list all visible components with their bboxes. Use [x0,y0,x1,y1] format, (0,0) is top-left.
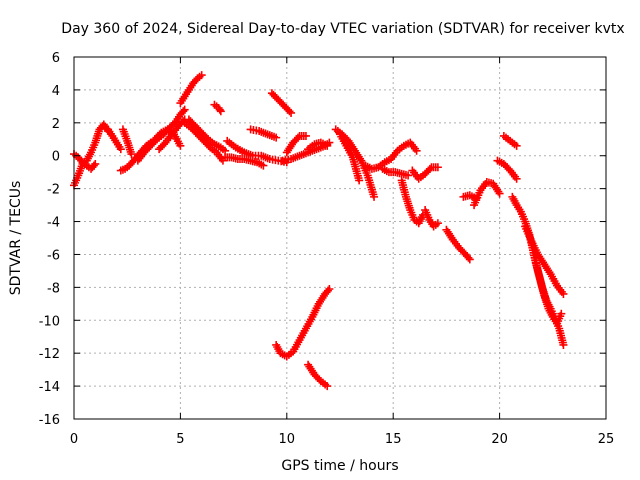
data-points [70,71,568,391]
x-tick-label: 25 [598,432,615,447]
data-marker [557,309,566,318]
series-arc-29 [442,225,474,264]
data-marker [404,171,413,180]
data-marker [433,163,442,172]
series-arc-14 [223,136,291,167]
series-arc-26 [397,176,427,228]
y-tick-label: -16 [39,413,60,428]
series-arc-23 [336,130,364,185]
series-arc-24 [361,138,421,173]
series-arc-21 [304,360,332,391]
series-arc-28 [421,206,442,231]
y-tick-label: -14 [39,380,60,395]
axis-ticks [73,56,607,420]
data-marker [512,141,521,150]
series-arc-5 [118,125,136,159]
series-arc-3 [104,125,125,154]
y-tick-label: 2 [52,117,60,132]
data-marker [370,192,379,201]
data-marker [176,141,185,150]
series-arc-12 [210,100,225,116]
y-tick-label: 6 [52,51,60,66]
series-arc-20 [272,285,334,361]
y-tick-label: -8 [47,281,60,296]
series-arc-32 [493,156,521,183]
data-marker [412,146,421,155]
y-tick-label: -4 [47,216,60,231]
series-arc-25 [378,164,413,180]
data-marker [127,150,136,159]
series-arc-19 [304,138,332,154]
data-marker [89,161,98,170]
data-marker [495,189,504,198]
data-marker [559,340,568,349]
series-arc-10 [180,118,227,165]
x-tick-label: 5 [176,432,184,447]
data-marker [216,107,225,116]
y-tick-label: -6 [47,248,60,263]
y-tick-label: -2 [47,183,60,198]
y-tick-label: 4 [52,84,60,99]
data-marker [179,107,188,116]
data-marker [559,289,568,298]
plot-frame [73,56,607,420]
series-arc-9 [176,71,206,108]
x-axis-title: GPS time / hours [281,458,398,474]
series-arc-33 [499,131,521,150]
x-tick-label: 15 [385,432,402,447]
series-arc-36 [527,238,566,328]
series-arc-7 [144,125,185,150]
data-marker [215,105,224,114]
x-tick-labels: 0 5 10 15 20 25 [70,432,614,447]
data-marker [116,145,125,154]
y-tick-labels: 6 4 2 0 -2 -4 -6 -8 -10 -12 -14 -16 [39,51,60,428]
data-marker [323,382,332,391]
data-marker [465,255,474,264]
data-marker [293,133,302,142]
x-tick-label: 0 [70,432,78,447]
data-marker [355,176,364,185]
data-marker [433,219,442,228]
x-tick-label: 10 [279,432,296,447]
y-tick-label: 0 [52,150,60,165]
data-marker [272,133,281,142]
series-arc-31 [470,178,504,210]
data-marker [425,164,434,173]
data-marker [91,159,100,168]
data-marker [197,71,206,80]
y-axis-title: SDTVAR / TECUs [8,181,24,296]
series-arc-16 [267,89,296,117]
y-tick-label: -10 [39,314,60,329]
chart-title: Day 360 of 2024, Sidereal Day-to-day VTE… [61,21,624,37]
data-marker [301,131,310,140]
data-marker [323,286,332,295]
series-arc-18 [282,131,310,157]
data-marker [325,285,334,294]
grid-lines [74,57,606,419]
y-tick-label: -12 [39,347,60,362]
series-arc-11 [184,115,230,155]
series-arc-15 [246,125,281,142]
x-tick-label: 20 [491,432,508,447]
data-marker [512,174,521,183]
data-marker [285,107,294,116]
data-marker [180,105,189,114]
series-arc-27 [408,163,442,183]
data-marker [323,141,332,150]
data-marker [259,161,268,170]
data-marker [464,253,473,262]
data-marker [287,108,296,117]
